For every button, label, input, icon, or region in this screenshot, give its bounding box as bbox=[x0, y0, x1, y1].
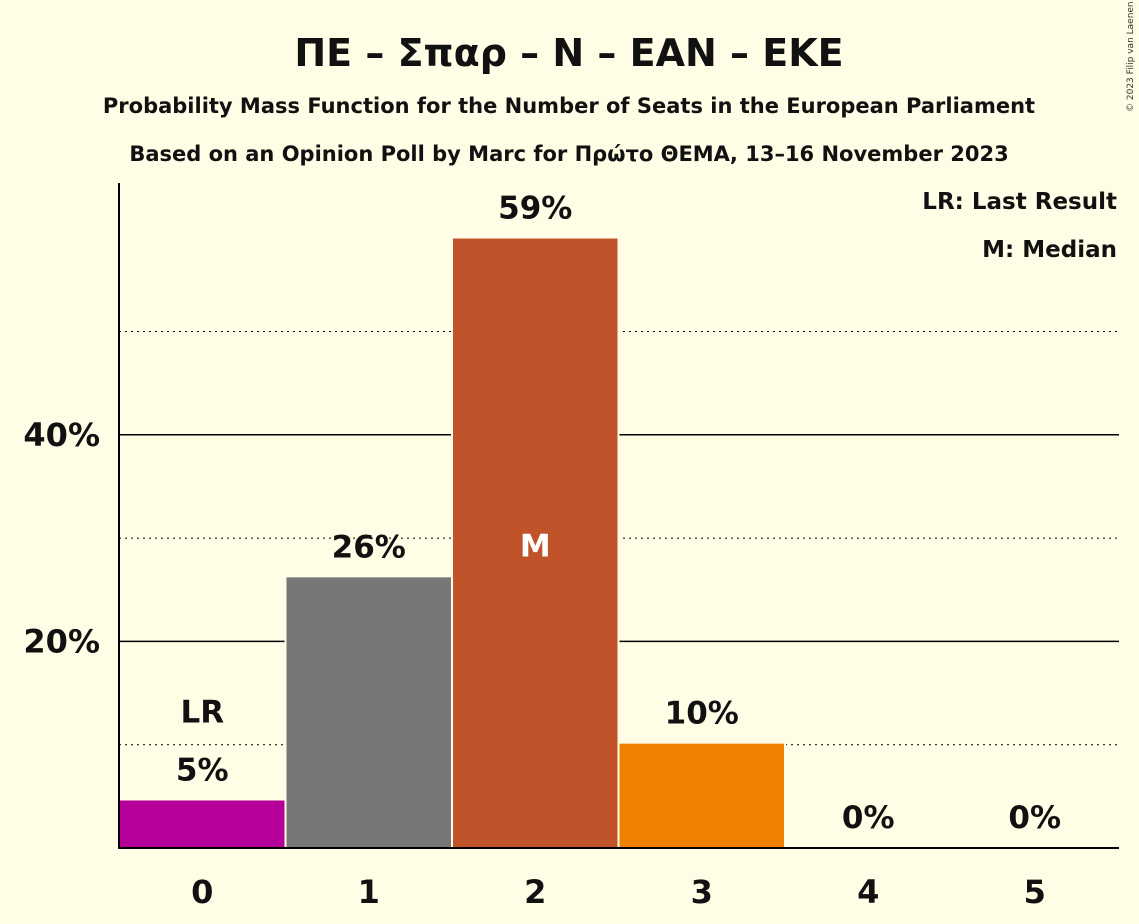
legend-median: M: Median bbox=[982, 237, 1117, 263]
bar-value-label: 0% bbox=[1008, 800, 1061, 836]
x-tick-labels: 0 1 2 3 4 5 bbox=[191, 873, 1046, 911]
x-tick-label: 2 bbox=[524, 873, 546, 911]
x-tick-label: 3 bbox=[691, 873, 713, 911]
bar bbox=[120, 800, 285, 848]
chart-subtitle: Probability Mass Function for the Number… bbox=[103, 94, 1035, 118]
y-tick-label: 40% bbox=[23, 416, 100, 454]
x-tick-label: 0 bbox=[191, 873, 213, 911]
bar bbox=[619, 743, 784, 848]
chart-subtitle-poll: Based on an Opinion Poll by Marc for Πρώ… bbox=[129, 142, 1008, 166]
copyright-note: © 2023 Filip van Laenen bbox=[1126, 1, 1136, 112]
bar bbox=[453, 238, 618, 848]
bar-value-label: 26% bbox=[332, 529, 406, 565]
x-tick-label: 4 bbox=[857, 873, 879, 911]
median-marker: M bbox=[520, 529, 551, 565]
x-tick-label: 5 bbox=[1024, 873, 1046, 911]
bar-value-label: 0% bbox=[842, 800, 895, 836]
bars bbox=[118, 236, 786, 848]
y-tick-labels: 20% 40% bbox=[23, 416, 100, 661]
bar-value-label: 10% bbox=[665, 696, 739, 732]
last-result-marker: LR bbox=[180, 694, 224, 730]
bar-value-label: 5% bbox=[176, 752, 229, 788]
bar-value-label: 59% bbox=[498, 191, 572, 227]
data-labels: LR 5% 26% M 59% 10% 0% 0% bbox=[176, 191, 1061, 836]
y-tick-label: 20% bbox=[23, 622, 100, 660]
legend-last-result: LR: Last Result bbox=[922, 189, 1117, 215]
chart-title: ΠΕ – Σπαρ – Ν – ΕΑΝ – ΕΚΕ bbox=[294, 31, 843, 75]
bar bbox=[286, 577, 451, 848]
x-tick-label: 1 bbox=[358, 873, 380, 911]
